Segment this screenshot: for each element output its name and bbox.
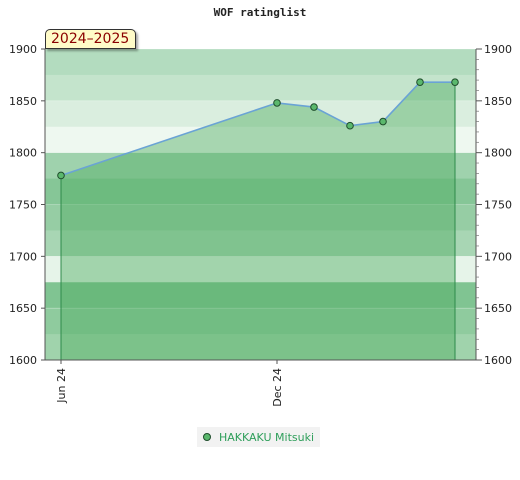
- chart-title: WOF ratinglist: [213, 6, 307, 19]
- legend-series-label: HAKKAKU Mitsuki: [219, 430, 315, 444]
- data-point: [346, 121, 354, 130]
- x-tick-label: Jun 24: [55, 368, 68, 404]
- data-point: [273, 99, 281, 107]
- y-tick-label-right: 1700: [484, 250, 512, 263]
- y-tick-label-left: 1900: [9, 43, 37, 56]
- data-point: [57, 171, 65, 180]
- x-tick-label: Dec 24: [271, 368, 284, 407]
- background-band: [45, 256, 476, 283]
- data-point: [451, 78, 459, 86]
- background-band: [45, 204, 476, 231]
- background-band: [45, 334, 476, 361]
- y-tick-label-left: 1600: [9, 354, 37, 367]
- background-band: [45, 230, 476, 257]
- y-tick-label-left: 1850: [9, 95, 37, 108]
- y-tick-label-left: 1800: [9, 147, 37, 160]
- y-tick-label-right: 1850: [484, 95, 512, 108]
- data-point: [310, 103, 318, 111]
- y-tick-label-right: 1600: [484, 354, 512, 367]
- background-band: [45, 126, 476, 154]
- background-band: [45, 100, 476, 128]
- y-tick-label-left: 1650: [9, 302, 37, 315]
- background-band: [45, 178, 476, 205]
- y-tick-label-left: 1700: [9, 250, 37, 263]
- legend[interactable]: HAKKAKU Mitsuki: [197, 427, 321, 447]
- background-band: [45, 74, 476, 102]
- y-tick-label-right: 1900: [484, 43, 512, 56]
- legend-marker-icon: [203, 433, 211, 441]
- background-band: [45, 282, 476, 309]
- data-point: [416, 78, 424, 86]
- series-area: [61, 82, 455, 360]
- y-tick-label-left: 1750: [9, 199, 37, 212]
- y-tick-label-right: 1800: [484, 147, 512, 160]
- y-tick-label-right: 1650: [484, 302, 512, 315]
- data-point: [379, 117, 387, 126]
- y-tick-label-right: 1750: [484, 199, 512, 212]
- season-badge: 2024–2025: [45, 29, 137, 49]
- background-band: [45, 49, 476, 76]
- background-band: [45, 308, 476, 335]
